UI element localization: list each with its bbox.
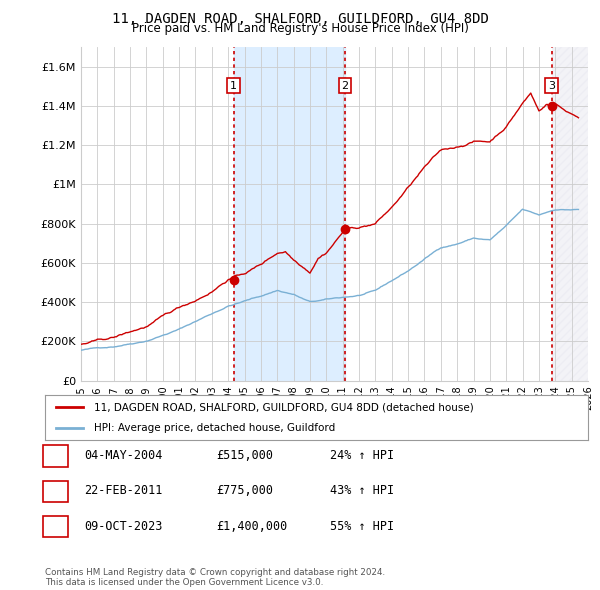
Text: 1: 1 [230,81,237,90]
Text: £1,400,000: £1,400,000 [216,520,287,533]
Text: 2: 2 [341,81,349,90]
Text: 04-MAY-2004: 04-MAY-2004 [84,449,163,462]
Text: 3: 3 [51,520,59,533]
Text: 24% ↑ HPI: 24% ↑ HPI [330,449,394,462]
Text: £515,000: £515,000 [216,449,273,462]
Bar [551,47,588,381]
Text: 11, DAGDEN ROAD, SHALFORD, GUILDFORD, GU4 8DD (detached house): 11, DAGDEN ROAD, SHALFORD, GUILDFORD, GU… [94,402,473,412]
Text: Price paid vs. HM Land Registry's House Price Index (HPI): Price paid vs. HM Land Registry's House … [131,22,469,35]
Text: 1: 1 [51,449,59,462]
Text: 2: 2 [51,484,59,497]
Text: HPI: Average price, detached house, Guildford: HPI: Average price, detached house, Guil… [94,422,335,432]
Text: 09-OCT-2023: 09-OCT-2023 [84,520,163,533]
Text: 3: 3 [548,81,555,90]
Text: 22-FEB-2011: 22-FEB-2011 [84,484,163,497]
Text: 11, DAGDEN ROAD, SHALFORD, GUILDFORD, GU4 8DD: 11, DAGDEN ROAD, SHALFORD, GUILDFORD, GU… [112,12,488,26]
Text: 55% ↑ HPI: 55% ↑ HPI [330,520,394,533]
Text: 43% ↑ HPI: 43% ↑ HPI [330,484,394,497]
Text: Contains HM Land Registry data © Crown copyright and database right 2024.
This d: Contains HM Land Registry data © Crown c… [45,568,385,587]
Text: £775,000: £775,000 [216,484,273,497]
Bar [234,47,345,381]
